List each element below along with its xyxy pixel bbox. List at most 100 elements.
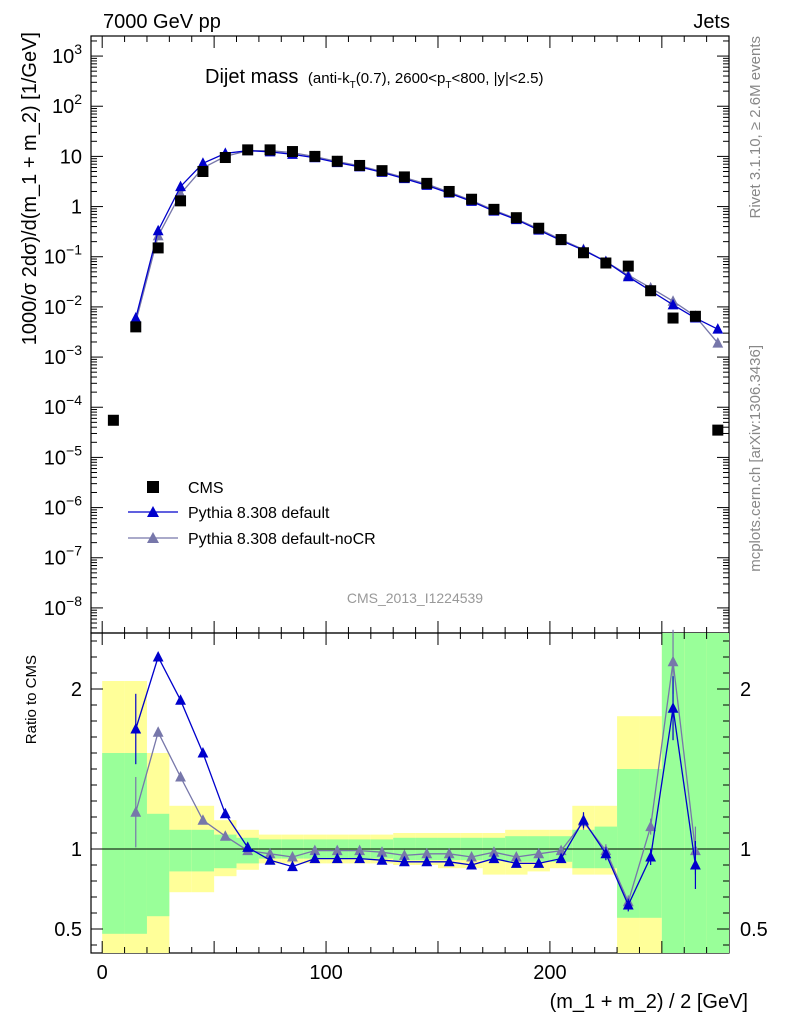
x-axis-label: (m_1 + m_2) / 2 [GeV]: [550, 991, 748, 1013]
ratio-y-tick-label-left: 1: [71, 839, 82, 861]
ratio-point-default: [219, 807, 231, 819]
band-green: [684, 633, 707, 953]
main-point-cms: [175, 195, 187, 207]
title-sub-2: T: [445, 80, 451, 91]
ratio-point-noCR: [533, 847, 545, 859]
main-point-cms: [443, 185, 455, 197]
band-green: [706, 633, 729, 953]
ratio-point-noCR: [399, 849, 410, 860]
main-point-default: [667, 298, 679, 310]
mcplots-label: mcplots.cern.ch [arXiv:1306.3436]: [747, 345, 764, 572]
ratio-point-noCR: [287, 851, 298, 862]
band-green: [639, 769, 662, 918]
ratio-point-default: [488, 852, 500, 864]
main-frame-border: [90, 35, 730, 634]
ratio-point-default: [510, 857, 522, 868]
ratio-uncertainty-bands: [102, 633, 729, 953]
band-green: [146, 813, 170, 917]
ratio-point-default: [287, 860, 298, 872]
y-axis-label-ratio: Ratio to CMS: [23, 655, 40, 744]
ratio-point-noCR: [443, 847, 455, 859]
main-point-cms: [645, 285, 657, 297]
main-point-cms: [600, 257, 612, 269]
main-point-default: [175, 180, 186, 192]
y-tick-label: 10−8: [44, 593, 82, 620]
ratio-point-default: [130, 723, 142, 734]
legend-label-default: Pythia 8.308 default: [188, 505, 330, 522]
ratio-point-default: [443, 855, 455, 867]
ratio-point-noCR: [555, 844, 567, 856]
main-point-cms: [219, 152, 231, 164]
y-tick-label: 10−5: [44, 442, 82, 469]
ratio-y-tick-label-left: 0.5: [54, 919, 82, 941]
ratio-point-noCR: [488, 846, 500, 857]
header-left-label: 7000 GeV pp: [103, 11, 221, 33]
y-tick-label: 102: [52, 91, 82, 118]
ratio-point-noCR: [309, 844, 321, 856]
y-tick-label: 10−7: [44, 543, 82, 570]
title-detail-a: (anti-k: [308, 70, 350, 87]
axis-ticks: 0 100 20010310210110−110−210−310−410−510−6…: [44, 36, 768, 984]
ratio-point-default: [354, 852, 366, 864]
main-point-cms: [242, 144, 254, 156]
main-series: [107, 144, 724, 436]
main-plot-frame: [90, 35, 730, 634]
ratio-point-default: [600, 847, 612, 859]
y-tick-label: 10−3: [44, 342, 82, 369]
ratio-point-default: [197, 747, 209, 758]
main-point-cms: [667, 312, 679, 324]
main-point-cms: [130, 321, 142, 333]
ratio-point-default: [152, 651, 164, 662]
ratio-y-tick-label-right: 2: [740, 679, 751, 701]
ratio-point-noCR: [331, 844, 343, 856]
main-point-cms: [510, 212, 522, 224]
title-sub-1: T: [350, 80, 356, 91]
band-green: [214, 834, 237, 869]
main-point-default: [197, 157, 209, 168]
main-point-cms: [331, 155, 343, 167]
band-green: [191, 829, 215, 872]
ratio-point-default: [622, 899, 634, 910]
ratio-point-noCR: [510, 851, 522, 862]
ratio-line-default: [135, 655, 697, 907]
main-point-cms: [152, 242, 164, 254]
y-tick-label: 1: [71, 197, 82, 219]
y-tick-label: 10−1: [44, 242, 82, 269]
main-point-cms: [421, 177, 433, 189]
ratio-point-default: [555, 852, 567, 864]
main-point-cms: [466, 193, 478, 205]
main-point-cms: [577, 247, 589, 259]
main-point-cms: [555, 234, 567, 246]
main-point-cms: [712, 424, 724, 436]
ratio-point-noCR: [175, 771, 186, 782]
ratio-point-noCR: [667, 655, 679, 667]
main-point-default: [130, 312, 142, 323]
ratio-point-noCR: [354, 844, 366, 856]
main-point-default: [712, 323, 724, 334]
y-axis-label-main: 1000/σ 2dσ)/d(m_1 + m_2) [1/GeV]: [19, 32, 41, 345]
x-tick-label: 200: [533, 962, 566, 984]
main-point-nocr: [712, 337, 724, 348]
band-green: [617, 769, 640, 918]
ratio-point-default: [466, 859, 477, 870]
legend-marker-nocr: [147, 532, 159, 543]
main-point-cms: [488, 203, 500, 215]
ratio-point-noCR: [645, 820, 657, 832]
y-tick-label: 10: [60, 146, 82, 168]
ratio-point-noCR: [152, 726, 164, 737]
ratio-point-default: [264, 854, 276, 865]
ratio-point-default: [533, 857, 545, 868]
ratio-point-noCR: [219, 830, 231, 841]
legend-label-cms: CMS: [188, 480, 224, 497]
band-green: [169, 829, 192, 872]
main-point-cms: [689, 310, 701, 322]
ratio-point-noCR: [466, 851, 477, 862]
ratio-point-default: [175, 694, 186, 705]
main-point-default: [152, 224, 164, 236]
ratio-point-noCR: [130, 806, 142, 817]
ratio-point-default: [242, 841, 254, 852]
x-tick-label: 100: [309, 962, 342, 984]
main-point-cms: [376, 165, 388, 177]
main-point-cms: [286, 146, 298, 158]
title-main: Dijet mass: [205, 66, 298, 88]
